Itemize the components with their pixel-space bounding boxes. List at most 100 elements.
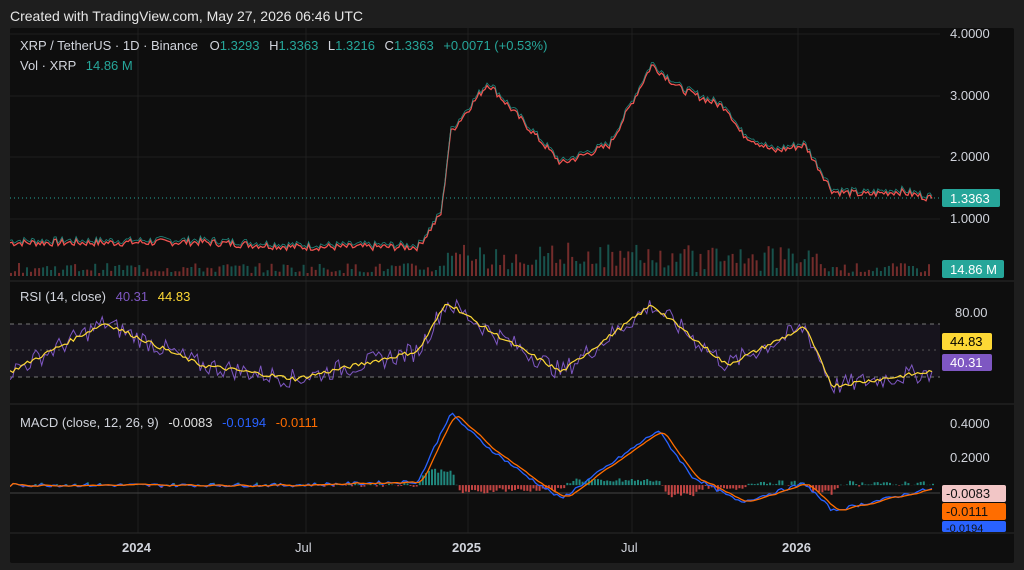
macd-histogram-bar xyxy=(624,480,627,486)
macd-histogram-bar xyxy=(824,485,827,491)
volume-bar xyxy=(659,250,662,276)
macd-histogram-bar xyxy=(446,471,449,486)
volume-bar xyxy=(22,272,24,276)
time-axis[interactable]: 2024 Jul 2025 Jul 2026 xyxy=(122,540,811,555)
macd-histogram-bar xyxy=(670,485,673,498)
volume-bar xyxy=(747,258,750,276)
volume-bar xyxy=(358,271,361,276)
volume-bar xyxy=(298,271,301,276)
volume-bar xyxy=(170,272,173,276)
macd-histogram-bar xyxy=(741,485,744,489)
volume-bar xyxy=(539,246,542,276)
volume-bar xyxy=(771,248,774,276)
volume-bar xyxy=(739,249,742,276)
volume-bar xyxy=(811,257,814,276)
volume-bar xyxy=(859,271,862,276)
volume-bar xyxy=(262,272,265,276)
volume-bar xyxy=(142,271,145,276)
macd-histogram-bar xyxy=(409,485,412,486)
macd-histogram-bar xyxy=(919,481,922,486)
volume-bar xyxy=(479,247,481,276)
macd-histogram-bar xyxy=(673,485,676,495)
created-header: Created with TradingView.com, May 27, 20… xyxy=(10,8,364,24)
price-tick: 4.0000 xyxy=(950,28,990,41)
macd-hist-badge xyxy=(942,485,1006,502)
macd-legend: MACD (close, 12, 26, 9) -0.0083 -0.0194 … xyxy=(20,415,318,430)
macd-histogram-bar xyxy=(922,481,925,486)
macd-tick: 0.4000 xyxy=(950,416,990,431)
macd-histogram-bar xyxy=(563,485,566,489)
macd-badge xyxy=(942,521,1006,532)
macd-histogram-bar xyxy=(612,481,615,486)
volume-bar xyxy=(831,267,834,276)
macd-histogram-bar xyxy=(756,483,759,486)
rsi-ma-value: 44.83 xyxy=(158,289,191,304)
volume-bar xyxy=(451,255,453,276)
macd-histogram-bar xyxy=(661,485,664,486)
volume-bar xyxy=(623,257,626,276)
volume-bar xyxy=(507,269,510,276)
volume-bar xyxy=(631,252,634,276)
volume-bar xyxy=(455,252,457,276)
macd-histogram-bar xyxy=(790,481,793,486)
volume-bar xyxy=(867,269,870,276)
macd-histogram-bar xyxy=(713,485,716,488)
volume-bar xyxy=(130,265,133,276)
volume-bar xyxy=(350,269,353,276)
symbol-label: XRP / TetherUS · 1D · Binance xyxy=(20,38,198,53)
volume-bar xyxy=(819,264,822,276)
volume-bar xyxy=(751,254,754,276)
volume-bar xyxy=(238,265,241,276)
volume-bar xyxy=(671,253,674,276)
volume-bar xyxy=(390,265,393,276)
volume-bar xyxy=(903,263,906,276)
volume-bar xyxy=(763,252,766,276)
macd-histogram-bar xyxy=(738,485,741,489)
chart-svg[interactable]: XRP / TetherUS · 1D · Binance O1.3293 H1… xyxy=(9,26,1014,563)
macd-histogram-bar xyxy=(418,481,421,486)
volume-bar xyxy=(370,271,373,276)
chart-area[interactable]: XRP / TetherUS · 1D · Binance O1.3293 H1… xyxy=(9,26,1014,563)
volume-bar xyxy=(855,263,858,276)
macd-hist-value: -0.0083 xyxy=(168,415,212,430)
volume-bar xyxy=(743,263,746,276)
volume-bar xyxy=(503,254,506,276)
macd-histogram-bar xyxy=(597,479,599,486)
volume-bar xyxy=(924,271,926,276)
volume-value: 14.86 M xyxy=(86,58,133,73)
macd-histogram-bar xyxy=(747,483,750,486)
macd-histogram-bar xyxy=(723,485,725,489)
volume-bar xyxy=(599,247,602,276)
volume-bar xyxy=(515,254,518,276)
price-axis[interactable]: 4.0000 3.0000 2.0000 1.0000 xyxy=(950,26,990,226)
macd-histogram-bar xyxy=(34,484,37,486)
volume-bar xyxy=(799,262,802,276)
macd-histogram-bar xyxy=(649,480,652,486)
macd-histogram-bar xyxy=(836,485,839,489)
macd-histogram-bar xyxy=(378,482,381,486)
rsi-ma-badge xyxy=(942,333,992,350)
close-label: C xyxy=(385,38,394,53)
volume-bar xyxy=(695,272,698,276)
macd-histogram-bar xyxy=(572,481,575,486)
volume-bar xyxy=(246,265,249,276)
macd-histogram-bar xyxy=(65,484,68,486)
legend-line-1: XRP / TetherUS · 1D · Binance O1.3293 H1… xyxy=(20,38,547,53)
macd-histogram-bar xyxy=(753,484,756,486)
volume-bar xyxy=(467,255,469,276)
volume-bar xyxy=(134,267,137,276)
volume-bar xyxy=(426,267,429,276)
macd-histogram-bar xyxy=(265,484,268,486)
macd-histogram-bar xyxy=(507,485,510,490)
macd-histogram-bar xyxy=(557,485,560,488)
volume-bar xyxy=(655,262,658,276)
volume-bar xyxy=(779,247,782,276)
volume-bar xyxy=(547,253,550,276)
volume-bar xyxy=(150,271,153,276)
volume-bar xyxy=(715,248,718,276)
signal-line xyxy=(9,415,933,511)
volume-bar xyxy=(322,267,325,276)
volume-bar xyxy=(286,265,289,276)
volume-bar xyxy=(386,268,389,276)
